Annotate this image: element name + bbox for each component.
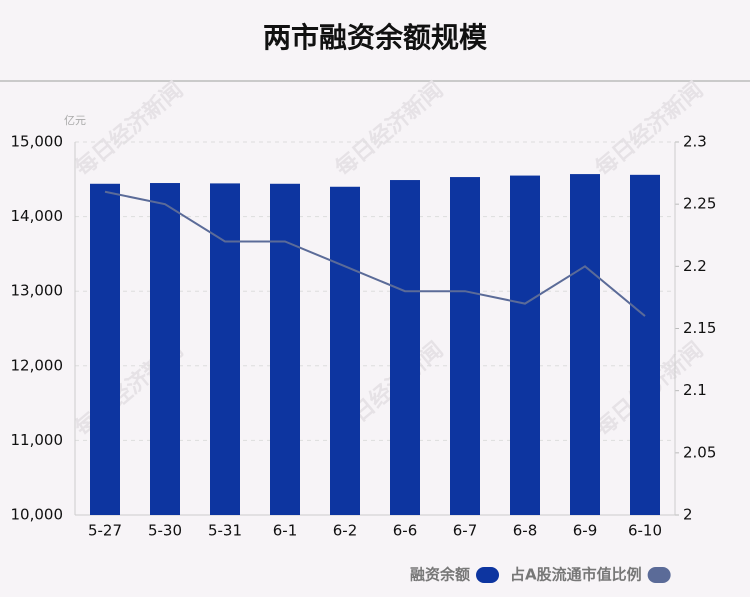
bar bbox=[270, 183, 300, 515]
bar bbox=[390, 180, 420, 515]
y-tick-label: 13,000 bbox=[11, 282, 64, 300]
bar bbox=[210, 183, 240, 515]
y2-tick-label: 2.1 bbox=[683, 381, 707, 399]
y2-tick-label: 2.2 bbox=[683, 257, 707, 275]
y-tick-label: 14,000 bbox=[11, 207, 64, 225]
bar bbox=[510, 175, 540, 515]
x-tick-label: 6-6 bbox=[393, 522, 418, 540]
chart-title: 两市融资余额规模 bbox=[263, 21, 488, 54]
x-tick-label: 6-9 bbox=[573, 522, 598, 540]
x-tick-label: 5-27 bbox=[88, 522, 122, 540]
line bbox=[104, 190, 646, 317]
y2-tick-label: 2.25 bbox=[683, 195, 716, 213]
y2-tick-label: 2.15 bbox=[683, 319, 716, 337]
legend-label: 融资余额 bbox=[410, 566, 470, 584]
x-tick-label: 6-1 bbox=[273, 522, 298, 540]
y2-tick-label: 2 bbox=[683, 506, 693, 524]
x-tick-label: 6-10 bbox=[628, 522, 662, 540]
x-tick-label: 5-30 bbox=[148, 522, 182, 540]
bar bbox=[630, 174, 660, 515]
x-tick-label: 6-8 bbox=[513, 522, 538, 540]
y-unit: 亿元 bbox=[64, 114, 86, 127]
legend-swatch bbox=[647, 567, 671, 583]
x-tick-label: 5-31 bbox=[208, 522, 242, 540]
bar bbox=[570, 174, 600, 515]
y-tick-label: 15,000 bbox=[11, 133, 64, 151]
legend-label: 占A股流通市值比例 bbox=[510, 566, 642, 584]
y-tick-label: 11,000 bbox=[11, 431, 64, 449]
bar bbox=[450, 177, 480, 515]
x-tick-label: 6-7 bbox=[453, 522, 478, 540]
legend-swatch bbox=[476, 567, 500, 583]
bar bbox=[330, 186, 360, 515]
x-tick-label: 6-2 bbox=[333, 522, 358, 540]
y-tick-label: 10,000 bbox=[11, 506, 64, 524]
bar bbox=[150, 183, 180, 515]
y2-tick-label: 2.05 bbox=[683, 443, 716, 461]
y-tick-label: 12,000 bbox=[11, 356, 64, 374]
y2-tick-label: 2.3 bbox=[683, 133, 707, 151]
bar bbox=[90, 183, 120, 515]
